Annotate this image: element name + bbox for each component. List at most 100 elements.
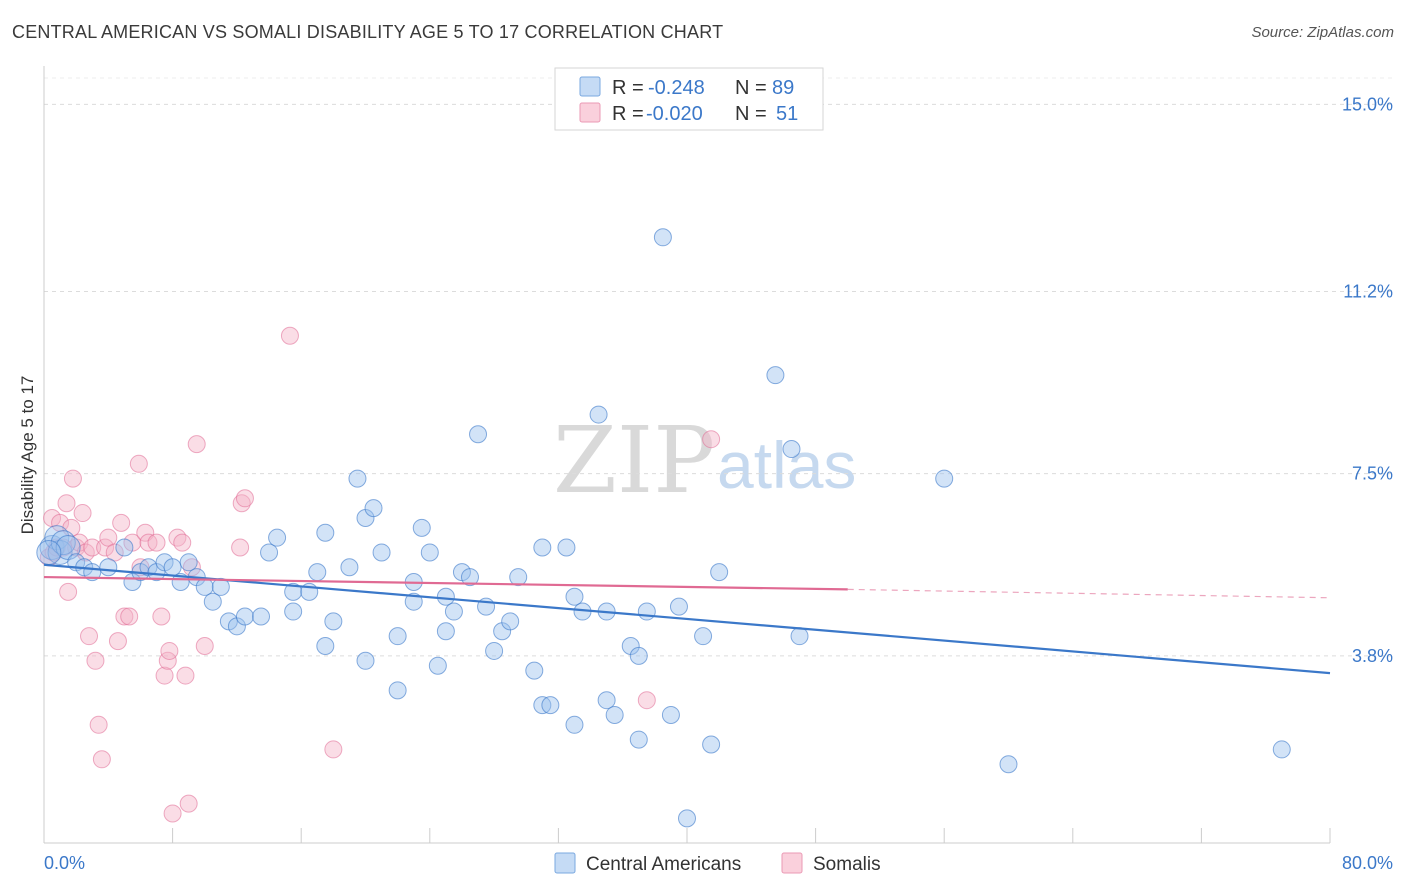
axes [43,66,1331,844]
trend-line-somali [43,575,848,591]
y-tick-label-0: 3.8% [1352,646,1393,666]
central-point-73 [629,730,648,749]
correlation-legend: R = -0.248 N = 89 R = -0.020 N = 51 [554,67,824,131]
legend-n-label-2: N = [735,103,767,125]
central-point-2 [47,539,73,565]
central-point-20 [203,592,222,611]
legend-label-central: Central Americans [586,854,741,875]
central-american-points [36,228,1291,828]
legend-n-value-1: 89 [772,77,794,99]
central-point-72 [629,646,648,665]
central-point-42 [388,627,407,646]
central-point-59 [525,661,544,680]
central-point-88 [36,539,62,565]
somali-point-16 [86,651,105,670]
somali-point-35 [160,641,179,660]
central-point-60 [533,538,552,557]
central-point-68 [597,691,616,710]
legend-swatch-somali-bottom [781,852,803,874]
central-point-62 [541,696,560,715]
y-tick-label-3: 15.0% [1342,94,1393,114]
central-point-27 [268,528,287,547]
central-point-82 [766,366,785,385]
central-point-78 [678,809,696,828]
somali-point-12 [73,504,92,523]
legend-swatch-central-bottom [554,852,576,874]
somali-point-48 [324,740,343,759]
central-point-63 [557,538,576,557]
central-point-83 [782,440,801,459]
central-point-46 [420,543,439,562]
source-credit: Source: ZipAtlas.com [1251,24,1394,41]
somali-point-6 [57,494,76,513]
central-point-67 [589,405,608,424]
central-point-52 [460,568,479,587]
central-point-39 [364,499,383,518]
chart-title: CENTRAL AMERICAN VS SOMALI DISABILITY AG… [12,22,724,42]
somali-point-33 [155,666,174,685]
legend-swatch-somali [579,102,601,123]
central-point-32 [316,523,335,542]
central-point-15 [163,558,182,577]
somali-point-40 [179,794,198,813]
central-point-17 [179,553,198,572]
central-point-19 [195,577,214,596]
central-point-85 [935,469,954,488]
central-point-37 [356,651,375,670]
somali-point-17 [89,715,108,734]
central-point-16 [171,573,190,591]
somali-point-46 [235,489,254,508]
somali-point-39 [176,666,195,685]
somali-point-44 [231,538,250,557]
somali-point-50 [702,430,721,449]
somali-point-32 [152,607,171,626]
somali-point-27 [129,454,148,473]
central-point-41 [388,681,407,700]
central-point-74 [637,602,656,621]
series-legend: Central Americans Somalis [554,852,881,875]
central-point-34 [324,612,343,631]
central-point-84 [790,627,809,646]
somali-point-14 [80,627,99,646]
central-point-49 [436,587,455,606]
central-point-44 [404,592,423,611]
central-point-87 [1272,740,1291,759]
central-point-53 [469,425,488,444]
somali-point-15 [83,538,102,557]
somali-point-7 [59,582,78,601]
central-point-79 [694,627,713,646]
central-point-75 [653,228,672,247]
central-point-28 [284,582,303,601]
central-point-64 [565,715,584,734]
somali-point-24 [115,607,134,626]
central-point-24 [235,607,254,626]
legend-r-label-1: R = [612,77,644,99]
central-point-9 [115,538,134,557]
central-point-58 [509,568,528,587]
tick-labels: 3.8% 7.5% 11.2% 15.0% 0.0% 80.0% [44,94,1393,873]
central-point-55 [485,641,504,660]
somali-point-19 [96,538,115,557]
central-point-33 [316,637,335,656]
trend-lines [43,563,1331,675]
y-tick-label-1: 7.5% [1352,464,1393,484]
somali-point-43 [195,637,214,656]
watermark-atlas: atlas [717,428,856,502]
x-tick-label-0: 0.0% [44,853,85,873]
somali-point-42 [187,435,206,454]
central-point-31 [308,563,327,582]
central-point-48 [436,622,455,641]
somali-point-38 [173,533,192,552]
central-point-40 [372,543,391,562]
central-point-35 [340,558,359,577]
legend-n-value-2: 51 [776,103,798,125]
central-point-77 [669,597,688,616]
central-point-57 [501,612,520,631]
central-point-45 [412,518,431,537]
somali-point-9 [63,469,82,488]
central-point-65 [565,587,584,606]
central-point-36 [348,469,367,488]
legend-r-value-2: -0.020 [646,103,703,125]
central-point-26 [260,543,279,562]
somali-point-22 [108,632,127,651]
